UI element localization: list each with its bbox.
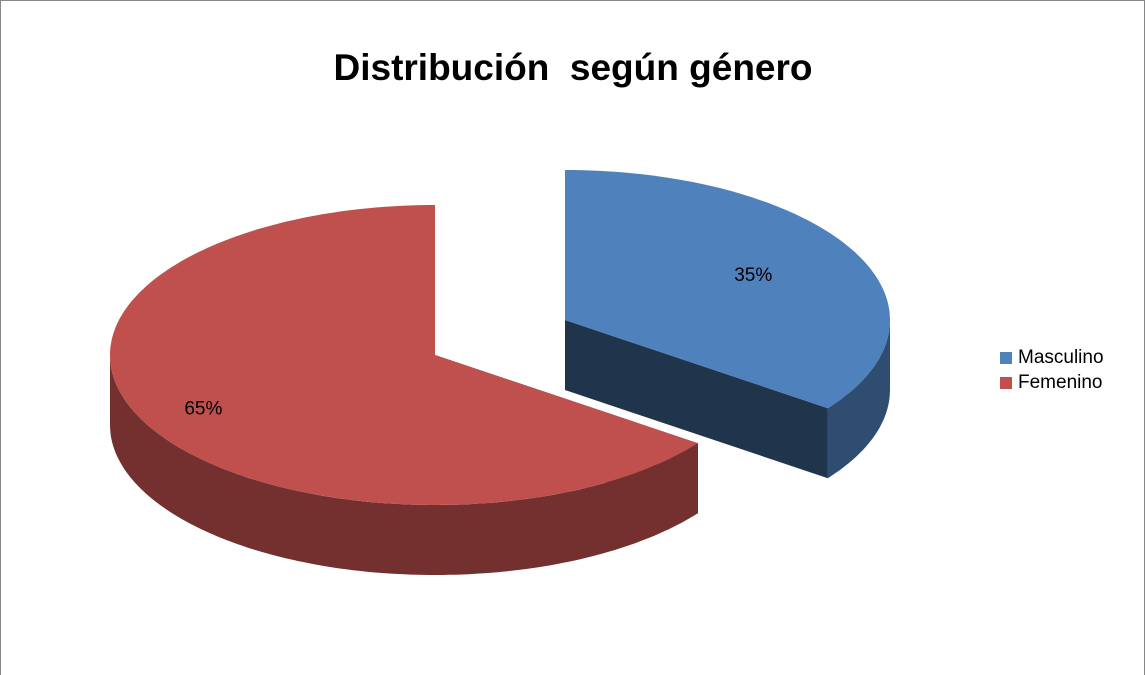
legend-label: Femenino	[1018, 372, 1103, 393]
legend-swatch	[1000, 377, 1012, 389]
slice	[565, 170, 890, 409]
slice-wall	[110, 355, 698, 575]
chart-title: Distribución según género	[334, 47, 813, 88]
legend-swatch	[1000, 352, 1012, 364]
slice-side	[565, 320, 828, 479]
data-label: 35%	[734, 265, 772, 286]
data-label: 65%	[184, 398, 222, 419]
slice	[110, 205, 698, 505]
slice-wall	[827, 320, 890, 479]
legend-label: Masculino	[1018, 347, 1104, 368]
